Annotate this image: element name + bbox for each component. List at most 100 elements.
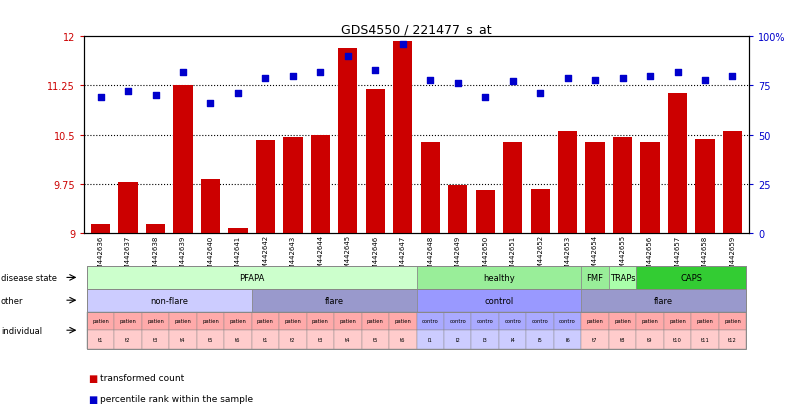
Text: non-flare: non-flare [151,296,188,305]
Point [231,91,244,97]
Text: control: control [485,296,513,305]
Point [259,75,272,82]
Text: individual: individual [1,326,42,335]
Text: t9: t9 [647,337,653,342]
Point [424,77,437,83]
Bar [338,49,357,233]
Text: t1: t1 [263,337,268,342]
Text: patien: patien [175,318,191,324]
Text: healthy: healthy [483,273,515,282]
Text: t10: t10 [673,337,682,342]
Text: t2: t2 [290,337,296,342]
Text: l3: l3 [483,337,488,342]
Text: t12: t12 [728,337,737,342]
Point [698,77,711,83]
Text: t5: t5 [372,337,378,342]
Text: t6: t6 [235,337,240,342]
Point [671,69,684,76]
Point [562,75,574,82]
Text: contro: contro [505,318,521,324]
Text: patien: patien [724,318,741,324]
Text: flare: flare [324,296,344,305]
Point [479,95,492,101]
Point [451,81,464,88]
Text: CAPS: CAPS [680,273,702,282]
Text: percentile rank within the sample: percentile rank within the sample [100,394,253,403]
Point [341,54,354,60]
Text: patien: patien [642,318,658,324]
Text: ■: ■ [88,394,98,404]
Point [95,95,107,101]
Text: contro: contro [422,318,439,324]
Text: patien: patien [394,318,411,324]
Text: patien: patien [119,318,136,324]
Bar [91,225,111,233]
Bar [119,183,138,233]
Text: patien: patien [257,318,274,324]
Text: l5: l5 [537,337,542,342]
Text: t6: t6 [400,337,405,342]
Point [589,77,602,83]
Text: contro: contro [477,318,493,324]
Text: flare: flare [654,296,674,305]
Text: patien: patien [312,318,328,324]
Bar [311,135,330,233]
Text: t8: t8 [620,337,626,342]
Bar [476,190,495,233]
Text: patien: patien [586,318,603,324]
Text: contro: contro [449,318,466,324]
Text: other: other [1,296,23,305]
Text: patien: patien [284,318,301,324]
Text: l6: l6 [566,337,570,342]
Title: GDS4550 / 221477_s_at: GDS4550 / 221477_s_at [341,23,492,36]
Text: l2: l2 [455,337,460,342]
Text: t7: t7 [593,337,598,342]
Point [204,100,217,107]
Text: TRAPs: TRAPs [610,273,635,282]
Point [149,93,162,99]
Bar [723,131,742,233]
Bar [421,143,440,233]
Bar [503,143,522,233]
Bar [393,42,413,233]
Text: t5: t5 [207,337,213,342]
Bar [530,190,549,233]
Text: disease state: disease state [1,273,57,282]
Bar [586,143,605,233]
Text: PFAPA: PFAPA [239,273,264,282]
Bar [695,139,714,233]
Bar [641,143,660,233]
Bar [256,140,275,233]
Text: patien: patien [230,318,247,324]
Text: t4: t4 [345,337,351,342]
Text: t2: t2 [125,337,131,342]
Bar [284,138,303,233]
Point [616,75,629,82]
Bar [146,224,165,233]
Point [122,89,135,95]
Text: t3: t3 [153,337,159,342]
Text: patien: patien [92,318,109,324]
Bar [668,94,687,233]
Text: patien: patien [202,318,219,324]
Point [644,73,657,80]
Text: contro: contro [559,318,576,324]
Text: patien: patien [367,318,384,324]
Point [369,67,382,74]
Point [176,69,189,76]
Text: patien: patien [614,318,631,324]
Text: t11: t11 [701,337,710,342]
Bar [558,131,578,233]
Point [506,79,519,85]
Text: patien: patien [340,318,356,324]
Text: transformed count: transformed count [100,373,184,382]
Bar [448,185,467,233]
Point [533,91,546,97]
Bar [613,138,632,233]
Text: t1: t1 [98,337,103,342]
Text: FMF: FMF [586,273,604,282]
Bar [201,179,220,233]
Text: contro: contro [532,318,549,324]
Text: patien: patien [697,318,714,324]
Text: ■: ■ [88,373,98,383]
